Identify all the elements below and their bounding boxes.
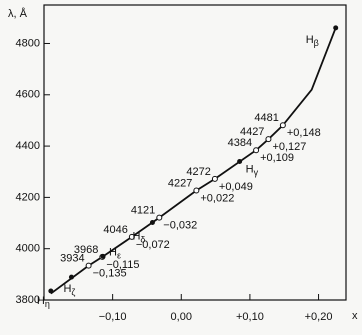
x-value-label: +0,049: [219, 181, 253, 193]
hydrogen-label: Hη: [37, 295, 50, 309]
wavelength-label: 4046: [103, 224, 127, 236]
wavelength-label: 4384: [228, 137, 252, 149]
wavelength-label: 4272: [186, 166, 210, 178]
hydrogen-point: [48, 288, 54, 294]
hydrogen-subscript: ε: [117, 251, 121, 261]
hydrogen-subscript: β: [314, 38, 319, 48]
y-tick-label: 4400: [16, 140, 40, 152]
hydrogen-letter: H: [37, 295, 45, 307]
wavelength-label: 4481: [254, 112, 278, 124]
measured-point: [253, 147, 260, 154]
hydrogen-point: [333, 25, 339, 31]
hydrogen-label: Hζ: [63, 283, 75, 297]
hydrogen-label: Hδ: [132, 230, 145, 244]
measured-point: [128, 233, 135, 240]
hydrogen-subscript: ζ: [71, 288, 75, 298]
x-tick-label: +0,10: [236, 311, 264, 323]
hydrogen-point: [100, 253, 106, 259]
wavelength-label: 4427: [240, 126, 264, 138]
hydrogen-subscript: δ: [140, 235, 145, 245]
x-value-label: +0,148: [287, 127, 321, 139]
x-value-label: −0,072: [136, 239, 170, 251]
plot-frame: [43, 4, 347, 301]
y-axis-label: λ, Å: [8, 7, 28, 20]
measured-point: [156, 214, 163, 221]
x-tick-label: 0,00: [171, 311, 192, 323]
hydrogen-letter: H: [63, 283, 71, 295]
hydrogen-letter: H: [306, 34, 314, 46]
measured-point: [85, 262, 92, 269]
y-tick-label: 4200: [16, 191, 40, 203]
measured-point: [211, 175, 218, 182]
x-value-label: +0,127: [272, 141, 306, 153]
y-tick-label: 3800: [16, 294, 40, 306]
measured-point: [265, 136, 272, 143]
hydrogen-point: [149, 220, 155, 226]
x-value-label: −0,115: [106, 259, 139, 271]
hydrogen-point: [68, 274, 74, 280]
x-value-label: −0,135: [93, 268, 127, 280]
y-tick-label: 4800: [16, 37, 40, 49]
x-value-label: +0,022: [200, 192, 234, 204]
x-axis-label: x: [352, 310, 358, 322]
y-tick-label: 4600: [16, 89, 40, 101]
hydrogen-point: [237, 158, 243, 164]
measured-point: [279, 122, 286, 129]
x-value-label: −0,032: [163, 220, 197, 232]
wavelength-label: 4227: [168, 177, 192, 189]
x-value-label: +0,109: [260, 152, 294, 164]
hydrogen-letter: H: [246, 163, 254, 175]
hydrogen-label: Hβ: [306, 34, 319, 48]
hydrogen-subscript: γ: [254, 168, 259, 178]
x-tick-label: −0,10: [99, 311, 127, 323]
hydrogen-subscript: η: [45, 299, 50, 309]
hydrogen-label: Hγ: [246, 163, 259, 177]
y-tick-label: 4000: [16, 243, 40, 255]
wavelength-label: 4121: [131, 205, 155, 217]
wavelength-label: 3934: [60, 253, 84, 265]
hydrogen-letter: H: [132, 230, 140, 242]
wavelength-label: 3968: [74, 244, 98, 256]
hydrogen-label: Hε: [109, 246, 121, 260]
hydrogen-letter: H: [109, 246, 117, 258]
x-tick-label: +0,20: [305, 311, 333, 323]
measured-point: [193, 187, 200, 194]
